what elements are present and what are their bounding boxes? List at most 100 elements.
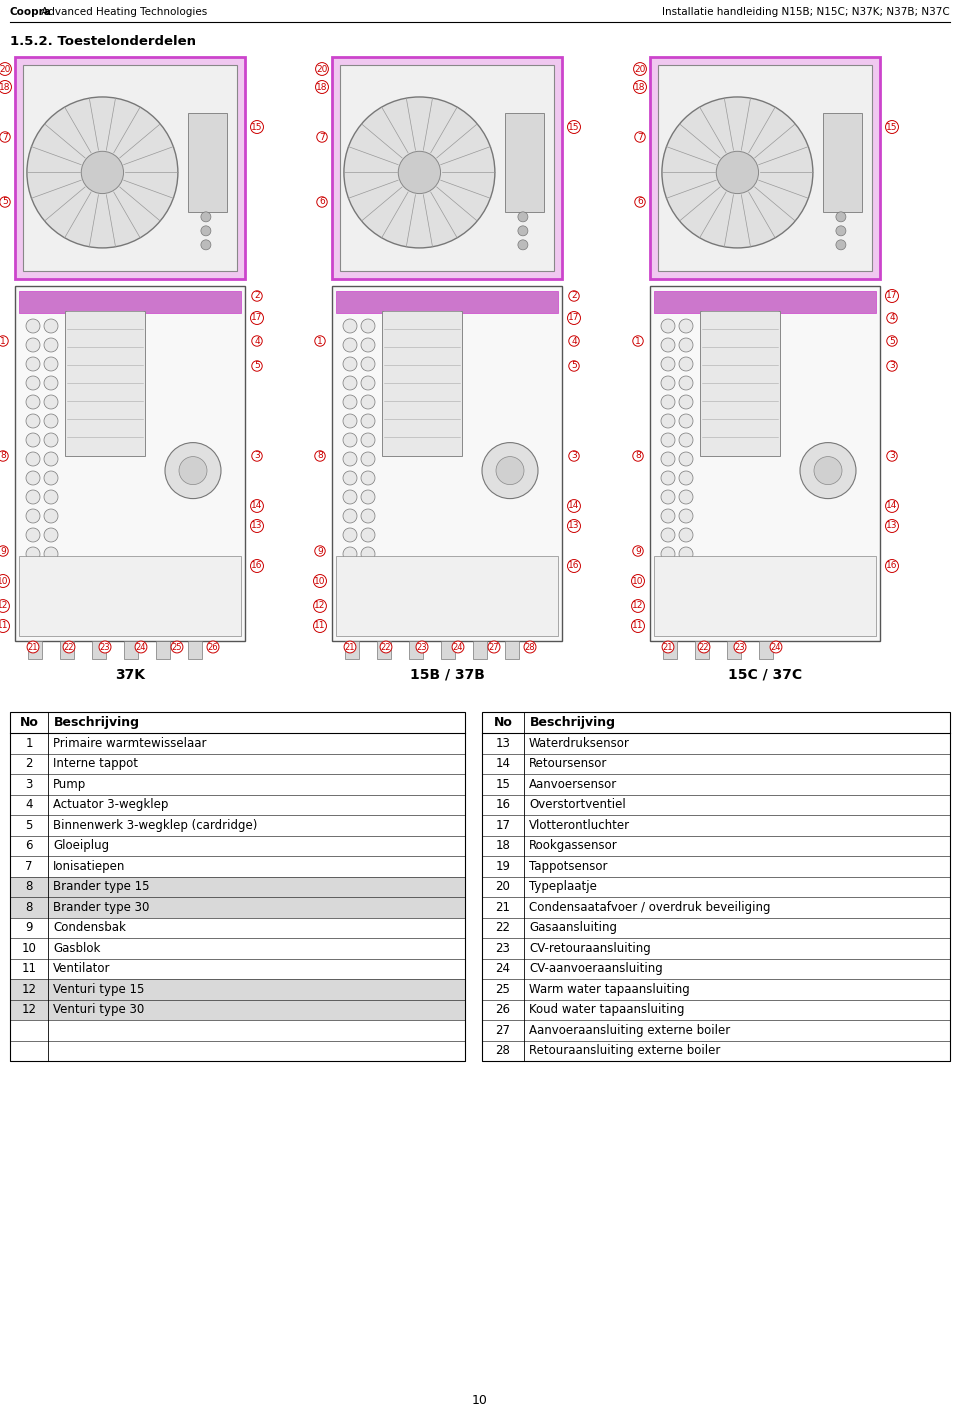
Text: 10: 10 xyxy=(0,576,9,586)
Circle shape xyxy=(661,566,675,580)
Bar xyxy=(10,897,465,918)
Text: 7: 7 xyxy=(2,132,8,142)
Text: Condensbak: Condensbak xyxy=(53,921,126,934)
Circle shape xyxy=(661,394,675,409)
Circle shape xyxy=(44,453,58,465)
Text: Brander type 15: Brander type 15 xyxy=(53,880,150,893)
Text: 1: 1 xyxy=(0,336,6,345)
Bar xyxy=(382,311,462,455)
Text: 3: 3 xyxy=(25,778,33,790)
Text: 22: 22 xyxy=(495,921,511,934)
Circle shape xyxy=(343,509,357,524)
Circle shape xyxy=(343,566,357,580)
Bar xyxy=(340,65,554,271)
Circle shape xyxy=(44,376,58,390)
Circle shape xyxy=(201,211,211,221)
Text: Beschrijving: Beschrijving xyxy=(54,717,140,729)
Circle shape xyxy=(661,546,675,561)
Circle shape xyxy=(44,546,58,561)
Circle shape xyxy=(361,433,375,447)
Circle shape xyxy=(496,457,524,485)
Bar xyxy=(336,556,558,636)
Text: 8: 8 xyxy=(317,451,323,461)
Circle shape xyxy=(26,528,40,542)
Text: 14: 14 xyxy=(568,501,580,511)
Text: 18: 18 xyxy=(316,82,327,91)
Circle shape xyxy=(44,414,58,429)
Bar xyxy=(19,556,241,636)
Text: 1: 1 xyxy=(25,736,33,749)
Circle shape xyxy=(361,509,375,524)
Circle shape xyxy=(679,358,693,370)
Bar xyxy=(124,641,138,658)
Bar xyxy=(345,641,359,658)
Circle shape xyxy=(343,433,357,447)
Text: 28: 28 xyxy=(495,1044,511,1057)
Text: Pump: Pump xyxy=(53,778,86,790)
Circle shape xyxy=(679,414,693,429)
Circle shape xyxy=(26,319,40,333)
Circle shape xyxy=(482,443,538,498)
Circle shape xyxy=(679,471,693,485)
Circle shape xyxy=(661,319,675,333)
Text: Retouraansluiting externe boiler: Retouraansluiting externe boiler xyxy=(529,1044,720,1057)
Text: 22: 22 xyxy=(63,643,74,651)
Bar xyxy=(482,712,950,1061)
Text: Venturi type 30: Venturi type 30 xyxy=(53,1003,144,1016)
Circle shape xyxy=(361,546,375,561)
Text: Primaire warmtewisselaar: Primaire warmtewisselaar xyxy=(53,736,206,749)
Circle shape xyxy=(343,546,357,561)
Bar xyxy=(727,641,741,658)
Text: 15: 15 xyxy=(568,122,580,132)
Text: 11: 11 xyxy=(0,622,9,630)
Text: 16: 16 xyxy=(252,562,263,570)
Text: 9: 9 xyxy=(317,546,323,555)
Text: 10: 10 xyxy=(633,576,644,586)
Circle shape xyxy=(661,376,675,390)
Circle shape xyxy=(661,414,675,429)
Text: Actuator 3-wegklep: Actuator 3-wegklep xyxy=(53,799,168,812)
Bar xyxy=(658,65,872,271)
Text: 20: 20 xyxy=(635,64,646,74)
Circle shape xyxy=(26,453,40,465)
Circle shape xyxy=(82,152,124,193)
Text: 25: 25 xyxy=(172,643,182,651)
Text: 22: 22 xyxy=(381,643,392,651)
Circle shape xyxy=(26,414,40,429)
Text: 12: 12 xyxy=(0,602,9,610)
Text: 8: 8 xyxy=(0,451,6,461)
Bar xyxy=(15,287,245,641)
Text: 24: 24 xyxy=(135,643,146,651)
Text: No: No xyxy=(493,717,513,729)
Text: 4: 4 xyxy=(254,336,260,345)
Text: 6: 6 xyxy=(319,197,324,207)
Circle shape xyxy=(679,490,693,504)
Text: 5: 5 xyxy=(889,336,895,345)
Text: Aanvoeraansluiting externe boiler: Aanvoeraansluiting externe boiler xyxy=(529,1023,731,1037)
Text: 28: 28 xyxy=(525,643,536,651)
Text: 10: 10 xyxy=(21,942,36,955)
Text: 23: 23 xyxy=(100,643,110,651)
Text: 21: 21 xyxy=(345,643,355,651)
Text: 19: 19 xyxy=(495,860,511,873)
Text: Gasblok: Gasblok xyxy=(53,942,101,955)
Text: CV-aanvoeraansluiting: CV-aanvoeraansluiting xyxy=(529,962,662,975)
Text: 23: 23 xyxy=(734,643,745,651)
Text: Coopra: Coopra xyxy=(10,7,52,17)
Circle shape xyxy=(343,338,357,352)
Text: 2: 2 xyxy=(25,758,33,771)
Text: 7: 7 xyxy=(319,132,324,142)
Text: 3: 3 xyxy=(889,451,895,461)
Circle shape xyxy=(679,509,693,524)
Bar xyxy=(60,641,74,658)
Text: 13: 13 xyxy=(568,522,580,531)
Text: 17: 17 xyxy=(568,314,580,322)
Circle shape xyxy=(398,152,441,193)
Circle shape xyxy=(44,394,58,409)
Bar xyxy=(23,65,237,271)
Bar xyxy=(10,877,465,897)
Text: 27: 27 xyxy=(489,643,499,651)
Circle shape xyxy=(661,433,675,447)
Text: 20: 20 xyxy=(316,64,327,74)
Text: Warm water tapaansluiting: Warm water tapaansluiting xyxy=(529,983,689,996)
